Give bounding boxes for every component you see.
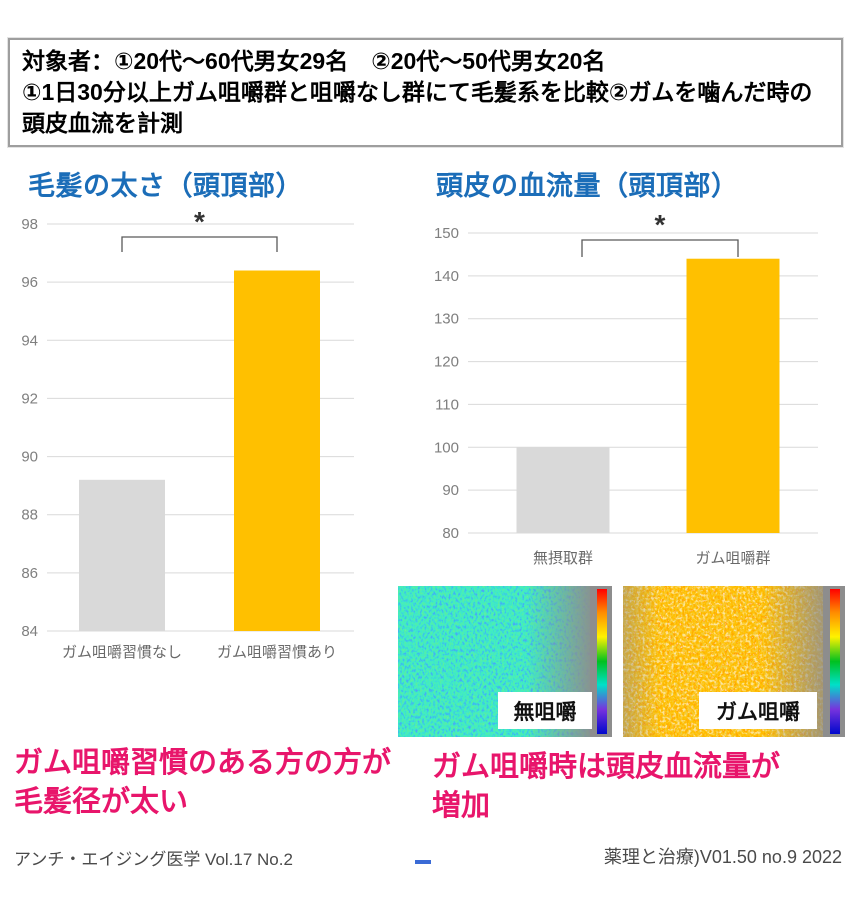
study-subjects-line: 対象者：①20代～60代男女29名 ②20代～50代男女20名: [22, 48, 606, 74]
bar-ガム咀嚼習慣あり: [234, 270, 320, 631]
heatmap-label-no-chewing: 無咀嚼: [514, 700, 577, 724]
category-label: 無摂取群: [533, 550, 593, 567]
bar-ガム咀嚼習慣なし: [79, 479, 165, 631]
blood-flow-heatmap-gum-chewing: ガム咀嚼: [623, 586, 845, 737]
gray-edge-overlay-left: [623, 586, 659, 737]
blood-flow-heatmap-no-chewing: 無咀嚼: [398, 586, 612, 737]
citation-anti-aging-journal: アンチ・エイジング医学 Vol.17 No.2: [14, 850, 293, 869]
heatmap-label-gum-chewing: ガム咀嚼: [716, 701, 800, 724]
conclusion-hair-thickness: ガム咀嚼習慣のある方の方が 毛髪径が太い: [14, 744, 391, 822]
conclusion-line: ガム咀嚼時は頭皮血流量が: [432, 751, 781, 783]
conclusion-line: 増加: [432, 789, 491, 822]
y-tick-label: 80: [442, 525, 459, 542]
y-tick-label: 98: [21, 216, 38, 233]
blood-flow-chart-title: 頭皮の血流量（頭頂部）: [436, 171, 739, 201]
category-label: ガム咀嚼群: [695, 550, 770, 567]
label-box: [699, 692, 817, 729]
label-box: [498, 692, 592, 729]
y-tick-label: 84: [21, 623, 38, 640]
significance-bracket: [581, 239, 739, 257]
y-tick-label: 140: [434, 268, 459, 285]
y-tick-label: 130: [434, 311, 459, 328]
significance-asterisk: *: [194, 206, 205, 237]
hair-thickness-bar-chart: 98 96 94 92 90 88 86 84 ガム咀嚼習慣なし ガム咀嚼習慣あり *: [21, 206, 354, 661]
color-scale-bar: [830, 589, 840, 734]
blue-dash-mark: [415, 860, 431, 864]
y-tick-label: 96: [21, 274, 38, 291]
y-tick-label: 150: [434, 225, 459, 242]
citation-pharmacology-journal: 薬理と治療)V01.50 no.9 2022: [603, 847, 842, 867]
study-method-line: ①1日30分以上ガム咀嚼群と咀嚼なし群にて毛髪系を比較②ガムを噛んだ時の頭皮血流…: [22, 79, 813, 137]
y-tick-label: 90: [21, 449, 38, 466]
bar-ガム咀嚼群: [686, 258, 780, 533]
y-tick-label: 86: [21, 565, 38, 582]
y-tick-label: 92: [21, 390, 38, 407]
category-label: ガム咀嚼習慣なし: [62, 643, 182, 661]
y-tick-label: 120: [434, 354, 459, 371]
color-scale-bar: [597, 589, 607, 734]
study-description-box: 対象者：①20代～60代男女29名 ②20代～50代男女20名 ①1日30分以上…: [8, 38, 843, 148]
bar-無摂取群: [516, 447, 610, 533]
significance-asterisk: *: [655, 209, 666, 240]
conclusion-blood-flow: ガム咀嚼時は頭皮血流量が 増加: [432, 748, 780, 826]
y-tick-label: 90: [442, 482, 459, 499]
y-tick-label: 100: [434, 439, 459, 456]
y-tick-label: 94: [21, 332, 38, 349]
conclusion-line: 毛髪径が太い: [14, 785, 189, 818]
y-tick-label: 110: [435, 396, 459, 413]
category-label: ガム咀嚼習慣あり: [217, 643, 337, 661]
hair-thickness-chart-title: 毛髪の太さ（頭頂部）: [28, 171, 303, 201]
y-tick-label: 88: [21, 507, 38, 524]
blood-flow-bar-chart: 150 140 130 120 110 100 90 80 無摂取群 ガム咀嚼群 *: [434, 209, 818, 567]
conclusion-line: ガム咀嚼習慣のある方の方が: [14, 747, 392, 779]
significance-bracket: [121, 236, 278, 252]
